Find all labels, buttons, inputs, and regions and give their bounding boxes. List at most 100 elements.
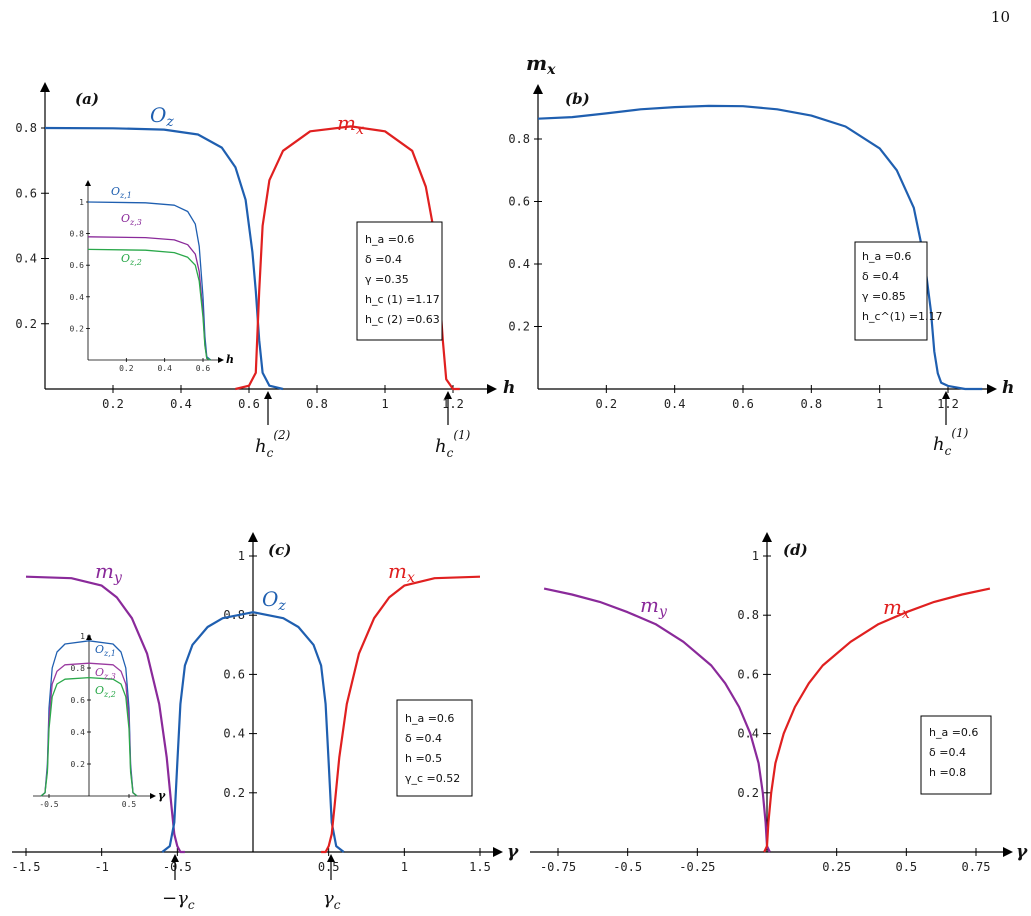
panel-a-param: δ =0.4 — [365, 253, 402, 266]
panel-b-hc1-label: hc(1) — [933, 426, 969, 458]
panel-b-param: δ =0.4 — [862, 270, 899, 283]
panel-d-y-arrow — [762, 532, 772, 542]
inset-a-xtick-label: 0.2 — [119, 364, 134, 373]
panel-a-hc1-label: hc(1) — [435, 428, 471, 460]
panel-b-label: (b) — [565, 90, 590, 108]
panel-c-param: h_a =0.6 — [405, 712, 454, 725]
inset-c-xtick-label: -0.5 — [39, 800, 58, 809]
panel-b-param: h_c^(1) =1.17 — [862, 310, 943, 323]
panel-d-param: h =0.8 — [929, 766, 966, 779]
panel-a-inset-y-arrow — [85, 180, 91, 186]
panel-c-ytick-label: 0.4 — [223, 727, 245, 741]
panel-a-param: γ =0.35 — [365, 273, 409, 286]
panel-b-xlabel: h — [1002, 378, 1014, 398]
panel-c-series-m-y — [25, 575, 185, 854]
panel-c-inset-xlabel: γ — [158, 789, 166, 802]
panel-a-hc2-label: hc(2) — [255, 428, 291, 460]
inset-a-series-o-z-2 — [87, 248, 211, 361]
panel-a-xtick-label: 0.2 — [102, 397, 124, 411]
panel-a-ytick-label: 0.6 — [15, 186, 37, 200]
inset-a-oz2-label: Oz,2 — [121, 252, 142, 267]
panel-c-xtick-label: 1 — [401, 860, 408, 874]
inset-c-ytick-label: 0.6 — [71, 696, 86, 705]
panel-c-ytick-label: 1 — [238, 549, 245, 563]
panel-d-ytick-label: 0.8 — [737, 608, 759, 622]
panel-a-ytick-label: 0.8 — [15, 121, 37, 135]
inset-a-ytick-label: 0.8 — [70, 230, 85, 239]
inset-a-ytick-label: 0.4 — [70, 293, 85, 302]
panel-b-ytick-label: 0.6 — [508, 195, 530, 209]
panel-d-xtick-label: 0.25 — [822, 860, 851, 874]
panel-c-my-label: my — [95, 559, 123, 586]
panel-b-ytick-label: 0.8 — [508, 132, 530, 146]
inset-c-series-o-z-2 — [40, 676, 138, 797]
panel-a-xtick-label: 0.6 — [238, 397, 260, 411]
panel-d-ytick-label: 0.4 — [737, 727, 759, 741]
panel-c-gc-label: γc — [323, 888, 341, 912]
inset-a-oz1-label: Oz,1 — [111, 185, 132, 200]
panel-c-gc-arrowhead — [327, 854, 335, 862]
panel-a-param: h_c (2) =0.63 — [365, 313, 440, 326]
panel-b-xtick-label: 0.8 — [800, 397, 822, 411]
panel-d-ytick-label: 0.6 — [737, 667, 759, 681]
panel-c-inset: -0.5 0.5 0.2 0.4 0.6 0.8 1 γ Oz,1 Oz,3 Oz,2 — [33, 632, 166, 809]
panel-a-xtick-label: 0.4 — [170, 397, 192, 411]
panel-b-xtick-label: 0.2 — [595, 397, 617, 411]
panel-a-inset-xlabel: h — [226, 353, 234, 366]
panel-b-hc1-arrowhead — [942, 391, 950, 399]
panel-a-ytick-label: 0.2 — [15, 317, 37, 331]
panel-a-xtick-label: 1 — [381, 397, 388, 411]
panel-b-xtick-label: 0.6 — [732, 397, 754, 411]
panel-c-param: δ =0.4 — [405, 732, 442, 745]
inset-c-ytick-label: 0.4 — [71, 728, 86, 737]
panel-a-param: h_c (1) =1.17 — [365, 293, 440, 306]
panel-b-xtick-label: 1.2 — [937, 397, 959, 411]
panel-a-params-box — [356, 221, 443, 341]
inset-c-oz3-label: Oz,3 — [95, 666, 116, 681]
inset-c-ytick-label: 1 — [80, 632, 85, 641]
panel-c-x-arrow — [493, 847, 503, 857]
inset-a-oz3-label: Oz,3 — [121, 212, 142, 227]
panel-b-x-arrow — [987, 384, 997, 394]
panel-d-ytick-label: 1 — [752, 549, 759, 563]
inset-c-ytick-label: 0.2 — [71, 760, 86, 769]
panel-d-param: δ =0.4 — [929, 746, 966, 759]
panel-d-param: h_a =0.6 — [929, 726, 978, 739]
panel-a-hc1-arrowhead — [444, 391, 452, 399]
panel-d-params-box — [920, 715, 992, 795]
panel-c-series-m-x — [321, 575, 481, 854]
panel-c-xtick-label: -1.5 — [12, 860, 41, 874]
panel-a-inset-x-arrow — [218, 357, 224, 363]
panel-c-inset-x-arrow — [150, 793, 156, 799]
inset-c-ytick-label: 0.8 — [71, 664, 86, 673]
page-number: 10 — [991, 8, 1010, 26]
panel-a-xlabel: h — [503, 378, 515, 398]
panel-a-x-arrow — [487, 384, 497, 394]
inset-c-oz1-label: Oz,1 — [95, 643, 116, 658]
panel-b-series-m-x — [537, 104, 983, 391]
panel-b-params-box — [854, 241, 928, 341]
panel-d-xtick-label: 0.5 — [895, 860, 917, 874]
panel-d-label: (d) — [783, 541, 808, 559]
panel-a-ytick-label: 0.4 — [15, 252, 37, 266]
panel-a-xtick-label: 0.8 — [306, 397, 328, 411]
panel-c-xtick-label: -0.5 — [163, 860, 192, 874]
panel-d-ytick-label: 0.2 — [737, 786, 759, 800]
panel-d: -0.75 -0.5 -0.25 0.25 0.5 0.75 0.2 0.4 0.6 0.8 1 γ… — [530, 532, 1028, 874]
inset-a-ytick-label: 1 — [79, 198, 84, 207]
panel-d-xtick-label: -0.75 — [540, 860, 576, 874]
panel-d-xtick-label: 0.75 — [962, 860, 991, 874]
panel-a-inset: 0.2 0.4 0.6 0.2 0.4 0.6 0.8 1 h Oz,1 Oz,3 Oz,2 — [70, 180, 234, 373]
panel-b-ylabel: mx — [526, 51, 556, 78]
panel-a-hc2-arrowhead — [264, 391, 272, 399]
panel-a-xtick-label: 1.2 — [442, 397, 464, 411]
panel-c-params-box — [396, 699, 473, 797]
panel-b: 0.2 0.4 0.6 0.8 1 1.2 0.2 0.4 0.6 0.8 h mx (b) h_… — [508, 51, 1014, 458]
panel-b-xtick-label: 1 — [876, 397, 883, 411]
panel-c: -1.5 -1 -0.5 0.5 1 1.50.20.40.60.81 γ (c) my … — [12, 532, 519, 912]
panel-c-param: γ_c =0.52 — [405, 772, 460, 785]
inset-a-xtick-label: 0.4 — [157, 364, 172, 373]
panel-c-ytick-label: 0.2 — [223, 786, 245, 800]
panel-d-xtick-label: -0.25 — [679, 860, 715, 874]
